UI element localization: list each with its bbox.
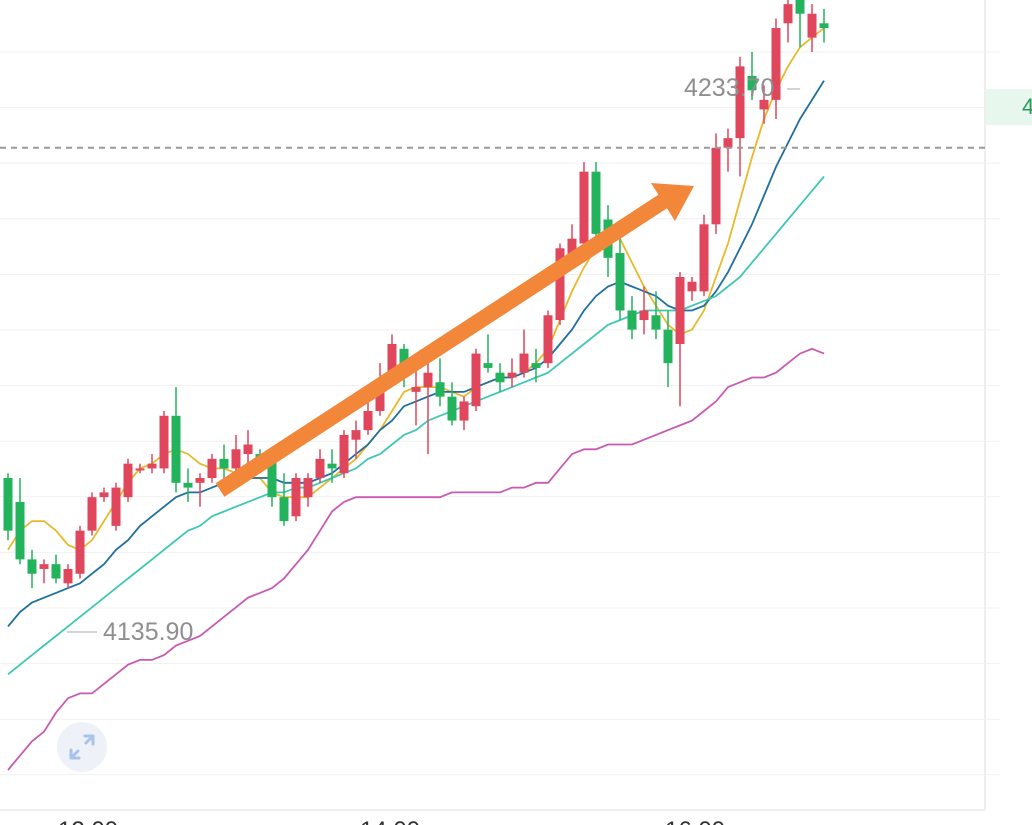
candle-body bbox=[519, 353, 529, 373]
candle-body bbox=[555, 248, 565, 321]
candle-body bbox=[327, 463, 337, 469]
candles bbox=[3, 0, 829, 589]
candle-body bbox=[195, 478, 205, 483]
candle-body bbox=[807, 13, 817, 38]
candle-body bbox=[687, 281, 697, 292]
candle-body bbox=[795, 0, 805, 14]
candle-body bbox=[615, 253, 625, 311]
current-price-tag: 4 bbox=[986, 89, 1032, 125]
candle-body bbox=[279, 497, 289, 522]
candle-body bbox=[87, 497, 97, 531]
candle-body bbox=[51, 564, 61, 579]
candle-body bbox=[123, 463, 133, 498]
candle-body bbox=[135, 468, 145, 471]
candle-body bbox=[447, 396, 457, 421]
candle-body bbox=[579, 171, 589, 244]
candle-body bbox=[387, 343, 397, 378]
candle-body bbox=[495, 372, 505, 383]
candle-body bbox=[435, 382, 445, 397]
candle-body bbox=[171, 415, 181, 483]
candle-body bbox=[483, 363, 493, 368]
candle-body bbox=[351, 430, 361, 440]
candle-body bbox=[315, 458, 325, 479]
candle-body bbox=[627, 310, 637, 330]
candle-body bbox=[819, 23, 829, 29]
candle-body bbox=[219, 458, 229, 469]
candle-body bbox=[531, 363, 541, 368]
candle-body bbox=[507, 372, 517, 378]
candle-body bbox=[771, 28, 781, 100]
candle-body bbox=[375, 382, 385, 411]
candle-body bbox=[471, 353, 481, 407]
candle-body bbox=[339, 434, 349, 474]
candle-body bbox=[147, 463, 157, 469]
candle-body bbox=[663, 329, 673, 364]
candle-body bbox=[639, 310, 649, 321]
candle-body bbox=[291, 478, 301, 517]
candle-body bbox=[111, 487, 121, 526]
candle-body bbox=[423, 372, 433, 388]
candle-body bbox=[567, 238, 577, 258]
candle-body bbox=[699, 224, 709, 292]
candle-body bbox=[159, 415, 169, 469]
x-tick-label: 14:00 bbox=[360, 817, 420, 825]
candle-body bbox=[735, 66, 745, 139]
expand-button[interactable] bbox=[57, 722, 107, 772]
candle-body bbox=[63, 568, 73, 584]
trend-arrow bbox=[215, 183, 694, 497]
candle-body bbox=[75, 530, 85, 574]
candle-body bbox=[243, 444, 253, 455]
candle-body bbox=[411, 387, 421, 392]
ma-slow-line bbox=[7, 175, 825, 676]
candle-body bbox=[459, 401, 469, 421]
candle-body bbox=[543, 315, 553, 364]
high-price-label: 4233.70 bbox=[684, 74, 775, 102]
x-tick-label: 12:00 bbox=[58, 817, 118, 825]
candle-body bbox=[39, 564, 49, 569]
candle-body bbox=[723, 138, 733, 148]
low-price-label: 4135.90 bbox=[103, 618, 194, 646]
candle-body bbox=[99, 492, 109, 498]
candle-body bbox=[711, 147, 721, 225]
candle-body bbox=[207, 458, 217, 479]
candle-body bbox=[15, 501, 25, 560]
candle-body bbox=[651, 315, 661, 330]
candle-body bbox=[27, 559, 37, 574]
candle-body bbox=[747, 75, 757, 91]
expand-arrows-icon bbox=[69, 734, 95, 760]
candle-body bbox=[231, 449, 241, 469]
candle-body bbox=[783, 4, 793, 24]
chart-gridlines bbox=[0, 51, 1000, 776]
candle-body bbox=[675, 276, 685, 344]
candle-body bbox=[363, 411, 373, 431]
x-axis-ticks: 12:00 14:00 16:00 bbox=[58, 817, 725, 825]
x-tick-label: 16:00 bbox=[665, 817, 725, 825]
candle-body bbox=[183, 482, 193, 488]
ma-long-line bbox=[7, 347, 825, 771]
candle-body bbox=[3, 478, 13, 531]
candle-body bbox=[267, 458, 277, 498]
candle-body bbox=[591, 171, 601, 234]
candle-body bbox=[303, 478, 313, 498]
candle-body bbox=[759, 99, 769, 110]
